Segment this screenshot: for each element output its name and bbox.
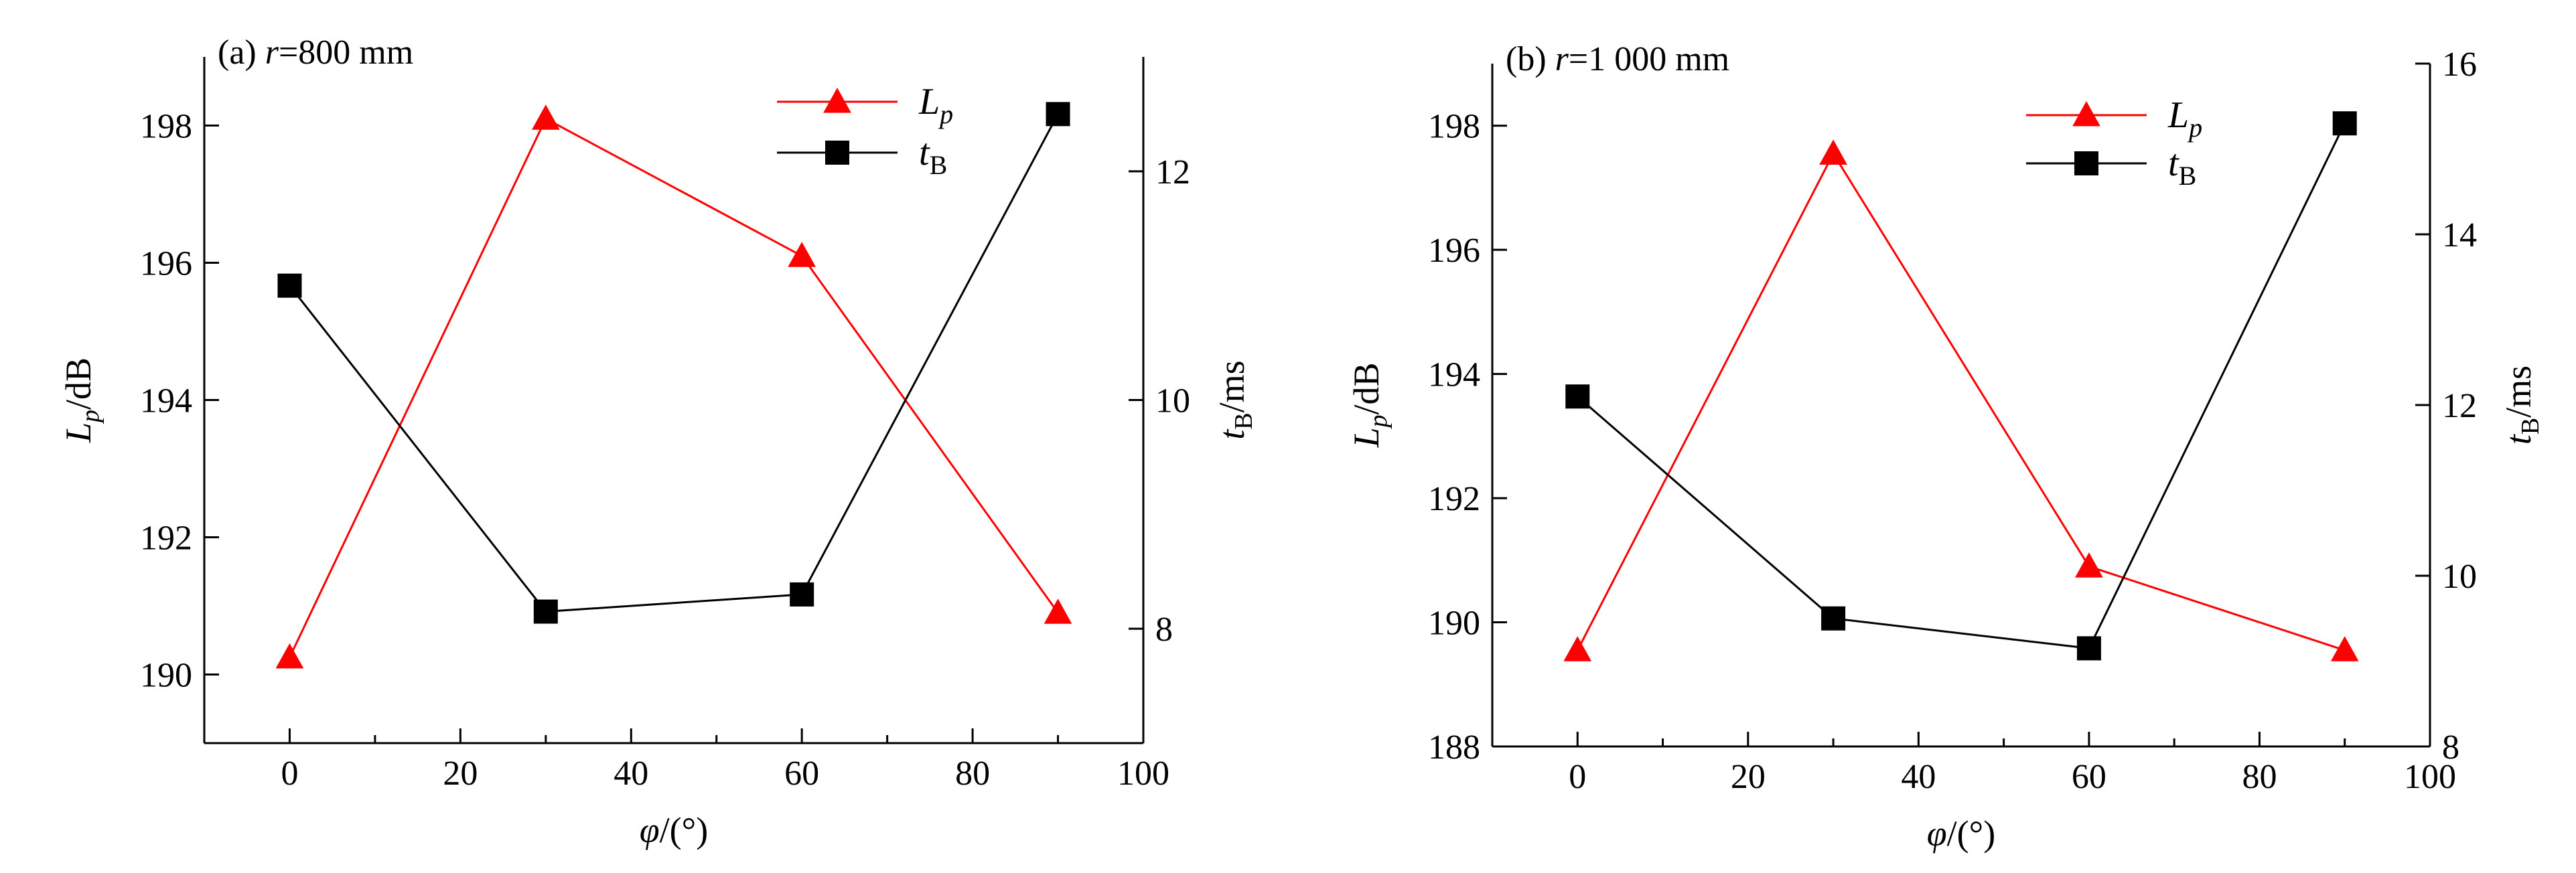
series-line-tB (289, 113, 1059, 613)
series-line-Lp (1576, 151, 2346, 651)
x-tick-label: 20 (1731, 758, 1766, 796)
left-y-tick-label: 192 (140, 520, 192, 558)
legend-marker-tB (825, 141, 849, 165)
data-point-tB (790, 582, 814, 607)
x-tick-label: 60 (784, 755, 819, 793)
legend-label-Lp: Lp (2167, 94, 2202, 143)
left-y-axis-title: Lp/dB (1346, 362, 1392, 448)
right-y-tick-label: 12 (1155, 153, 1190, 191)
panel-title: (a) r=800 mm (218, 33, 413, 72)
right-y-tick-label: 8 (2442, 728, 2459, 767)
right-y-tick-label: 10 (1155, 382, 1190, 420)
data-point-Lp (2330, 636, 2359, 661)
left-y-tick-label: 192 (1428, 480, 1480, 518)
left-y-tick-label: 198 (1428, 108, 1480, 146)
data-point-Lp (1819, 139, 1847, 165)
x-tick-label: 100 (2404, 758, 2456, 796)
x-tick-label: 0 (281, 755, 298, 793)
data-point-Lp (2075, 552, 2103, 578)
data-point-tB (1046, 102, 1070, 127)
legend-marker-Lp (2072, 100, 2100, 127)
x-axis-title: φ/(°) (640, 810, 708, 850)
x-tick-label: 80 (2242, 758, 2277, 796)
panel-title: (b) r=1 000 mm (1506, 40, 1729, 78)
left-y-axis-title: Lp/dB (58, 358, 104, 443)
data-point-Lp (275, 643, 304, 669)
x-tick-label: 40 (1901, 758, 1936, 796)
left-y-tick-label: 196 (140, 245, 192, 283)
panel-a: 0 20 40 60 80 100 190 192 194 196 198 8 10 12 (a) r=80… (58, 33, 1258, 850)
data-point-Lp (788, 242, 816, 267)
x-tick-label: 60 (2072, 758, 2106, 796)
left-y-tick-label: 194 (140, 382, 192, 420)
legend-marker-Lp (823, 87, 851, 113)
legend-label-tB: tB (2168, 143, 2196, 191)
right-y-axis-title: tB/ms (2498, 366, 2545, 445)
data-point-tB (277, 273, 302, 298)
data-point-tB (2332, 111, 2357, 136)
x-tick-label: 0 (1569, 758, 1586, 796)
left-y-tick-label: 190 (1428, 605, 1480, 643)
data-point-tB (2076, 636, 2101, 661)
right-y-tick-label: 16 (2442, 46, 2477, 84)
data-point-tB (533, 599, 558, 624)
left-y-tick-label: 194 (1428, 356, 1480, 394)
left-y-tick-label: 190 (140, 657, 192, 695)
x-tick-label: 80 (955, 755, 990, 793)
legend-marker-tB (2074, 151, 2098, 175)
left-y-tick-label: 188 (1428, 728, 1480, 767)
data-point-tB (1565, 384, 1590, 409)
left-y-tick-label: 198 (140, 108, 192, 146)
right-y-tick-label: 12 (2442, 387, 2477, 425)
panel-b: 0 20 40 60 80 100 188 190 192 194 196 198 8 10 12 14 16 (… (1346, 40, 2545, 854)
series-line-Lp (289, 117, 1059, 658)
right-y-tick-label: 14 (2442, 216, 2477, 254)
x-tick-label: 20 (443, 755, 478, 793)
x-tick-label: 40 (614, 755, 648, 793)
x-tick-label: 100 (1117, 755, 1169, 793)
right-y-tick-label: 10 (2442, 558, 2477, 596)
right-y-axis-title: tB/ms (1212, 360, 1258, 439)
data-point-tB (1821, 606, 1846, 631)
data-point-Lp (1563, 636, 1592, 661)
series-line-tB (1577, 123, 2346, 649)
right-y-tick-label: 8 (1155, 611, 1173, 649)
data-point-Lp (531, 104, 560, 130)
data-point-Lp (1044, 599, 1072, 624)
legend-label-Lp: Lp (918, 81, 953, 129)
x-axis-title: φ/(°) (1927, 813, 1995, 854)
legend-label-tB: tB (919, 132, 947, 180)
left-y-tick-label: 196 (1428, 232, 1480, 270)
